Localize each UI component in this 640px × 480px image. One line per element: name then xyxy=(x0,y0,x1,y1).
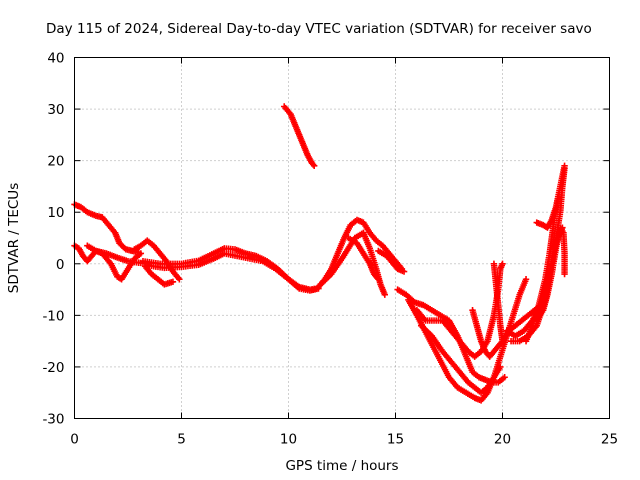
x-tick-label: 20 xyxy=(494,432,511,448)
series-track-16 xyxy=(417,322,504,396)
x-tick-label: 0 xyxy=(70,432,79,448)
series-track-10 xyxy=(317,229,388,298)
data-point xyxy=(561,162,568,169)
y-tick-label: 20 xyxy=(47,154,64,170)
x-tick-label: 25 xyxy=(601,432,618,448)
y-tick-label: 10 xyxy=(47,205,64,221)
series-track-23 xyxy=(533,193,562,231)
data-point xyxy=(310,162,318,169)
data-point xyxy=(381,291,388,298)
data-point xyxy=(554,193,562,200)
data-point xyxy=(137,250,145,257)
data-point xyxy=(375,276,382,283)
data-point xyxy=(374,274,381,282)
data-point xyxy=(522,276,530,283)
series-track-1 xyxy=(71,201,142,256)
y-tick-label: -20 xyxy=(42,360,64,376)
plot-frame xyxy=(74,57,610,419)
y-tick-label: 0 xyxy=(56,257,65,273)
series-track-8 xyxy=(281,103,318,169)
data-point xyxy=(169,278,177,286)
x-tick-label: 10 xyxy=(280,432,297,448)
x-axis-label: GPS time / hours xyxy=(285,458,398,474)
data-point xyxy=(309,161,317,168)
x-tick-label: 15 xyxy=(387,432,404,448)
data-point xyxy=(176,276,183,283)
y-axis-label: SDTVAR / TECUs xyxy=(6,183,22,293)
series-track-22 xyxy=(533,224,568,324)
y-tick-label: -30 xyxy=(42,412,64,428)
series-track-7 xyxy=(144,250,322,294)
axis-ticks: 0 5 10 15 20 25 -30 -20 -10 0 10 20 30 40 xyxy=(42,51,618,448)
data-point xyxy=(497,363,504,371)
y-tick-label: 30 xyxy=(47,102,64,118)
data-point xyxy=(499,337,506,345)
data-point xyxy=(400,268,408,275)
data-point xyxy=(499,260,506,267)
series-track-18 xyxy=(490,260,506,345)
data-point xyxy=(501,374,508,381)
series-track-11 xyxy=(345,234,382,283)
y-tick-label: 40 xyxy=(47,51,64,67)
series-track-12 xyxy=(375,247,408,275)
y-tick-label: -10 xyxy=(42,308,64,324)
data-point xyxy=(561,270,568,278)
chart-title: Day 115 of 2024, Sidereal Day-to-day VTE… xyxy=(46,21,592,37)
series-track-5 xyxy=(141,263,177,288)
x-tick-label: 5 xyxy=(177,432,186,448)
data-marks xyxy=(71,103,568,404)
